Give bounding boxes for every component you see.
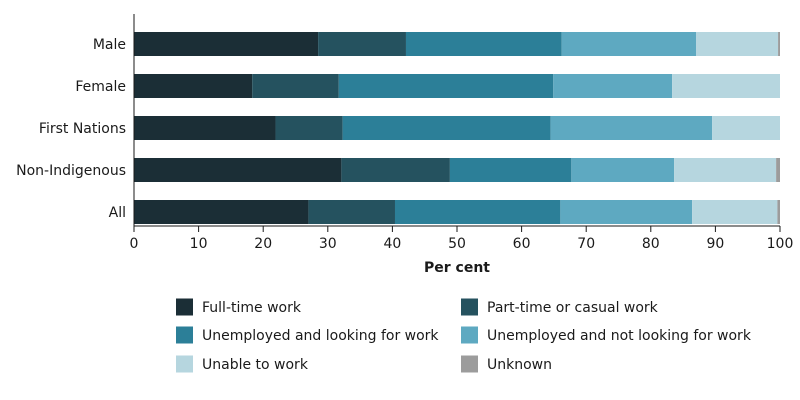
bar-non-indigenous-unable-to-work xyxy=(674,158,777,182)
x-tick-label-70: 70 xyxy=(577,236,595,252)
x-tick-label-90: 90 xyxy=(706,236,724,252)
legend-label-unemployed-and-not-looking-for-work: Unemployed and not looking for work xyxy=(487,328,752,344)
x-axis-title: Per cent xyxy=(424,260,490,276)
legend-label-full-time-work: Full-time work xyxy=(202,300,302,316)
bar-non-indigenous-full-time-work xyxy=(134,158,342,182)
legend-label-part-time-or-casual-work: Part-time or casual work xyxy=(487,300,659,316)
bar-male-unknown xyxy=(778,32,780,56)
bar-female-unemployed-and-looking-for-work xyxy=(338,74,554,98)
legend: Full-time work Part-time or casual work Un… xyxy=(176,298,752,373)
bar-female-unable-to-work xyxy=(672,74,780,98)
bar-female-part-time-or-casual-work xyxy=(252,74,339,98)
bar-male-unable-to-work xyxy=(696,32,779,56)
bar-non-indigenous-part-time-or-casual-work xyxy=(341,158,450,182)
x-tick-label-80: 80 xyxy=(642,236,660,252)
bar-female-full-time-work xyxy=(134,74,253,98)
category-label-female: Female xyxy=(75,79,126,95)
bar-non-indigenous-unknown xyxy=(776,158,780,182)
bar-all-unemployed-and-not-looking-for-work xyxy=(560,200,693,224)
category-label-all: All xyxy=(109,205,126,221)
bar-first-nations-unable-to-work xyxy=(712,116,780,140)
category-labels: Male Female First Nations Non-Indigenous All xyxy=(16,37,126,221)
bar-non-indigenous-unemployed-and-not-looking-for-work xyxy=(571,158,675,182)
bar-all-unable-to-work xyxy=(692,200,778,224)
bar-first-nations-unemployed-and-not-looking-for-work xyxy=(550,116,713,140)
x-tick-label-0: 0 xyxy=(130,236,139,252)
category-label-non-indigenous: Non-Indigenous xyxy=(16,163,126,179)
legend-swatch-unemployed-and-looking-for-work xyxy=(176,326,193,344)
legend-swatch-unemployed-and-not-looking-for-work xyxy=(461,326,478,344)
bar-first-nations-full-time-work xyxy=(134,116,276,140)
x-tick-label-20: 20 xyxy=(254,236,272,252)
x-tick-label-30: 30 xyxy=(319,236,337,252)
bar-non-indigenous-unemployed-and-looking-for-work xyxy=(449,158,572,182)
category-label-first-nations: First Nations xyxy=(39,121,126,137)
bar-male-unemployed-and-looking-for-work xyxy=(405,32,562,56)
bar-all-unemployed-and-looking-for-work xyxy=(394,200,561,224)
bar-first-nations-unemployed-and-looking-for-work xyxy=(342,116,551,140)
bar-all-part-time-or-casual-work xyxy=(308,200,395,224)
legend-label-unknown: Unknown xyxy=(487,357,552,373)
legend-swatch-unknown xyxy=(461,355,478,373)
legend-label-unemployed-and-looking-for-work: Unemployed and looking for work xyxy=(202,328,439,344)
legend-swatch-full-time-work xyxy=(176,298,193,316)
bar-male-part-time-or-casual-work xyxy=(318,32,406,56)
bar-female-unemployed-and-not-looking-for-work xyxy=(553,74,673,98)
bar-first-nations-part-time-or-casual-work xyxy=(275,116,343,140)
bar-male-unemployed-and-not-looking-for-work xyxy=(561,32,697,56)
legend-swatch-part-time-or-casual-work xyxy=(461,298,478,316)
x-tick-label-10: 10 xyxy=(190,236,208,252)
category-label-male: Male xyxy=(93,37,126,53)
bar-group xyxy=(134,32,780,224)
bar-all-full-time-work xyxy=(134,200,309,224)
x-tick-label-50: 50 xyxy=(448,236,466,252)
bar-male-full-time-work xyxy=(134,32,319,56)
x-tick-label-40: 40 xyxy=(383,236,401,252)
x-tick-label-100: 100 xyxy=(767,236,794,252)
x-axis: 0 10 20 30 40 50 60 70 80 90 100 xyxy=(130,14,794,252)
x-tick-label-60: 60 xyxy=(513,236,531,252)
bar-all-unknown xyxy=(777,200,780,224)
legend-label-unable-to-work: Unable to work xyxy=(202,357,309,373)
legend-swatch-unable-to-work xyxy=(176,355,193,373)
